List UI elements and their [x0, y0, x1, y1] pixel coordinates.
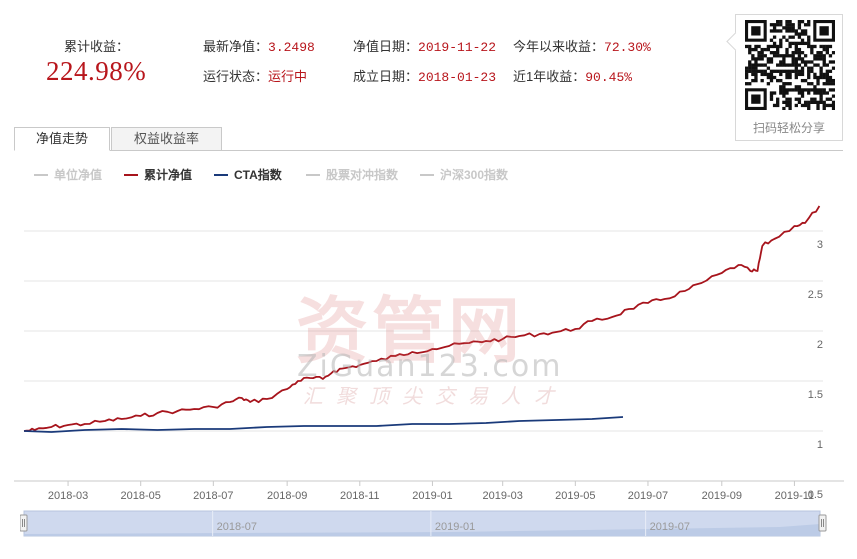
inception-date-label: 成立日期： — [353, 69, 419, 84]
navigator-right-handle[interactable] — [818, 514, 827, 532]
navigator-label: 2019-01 — [435, 521, 475, 533]
nav-line-chart: 0.5 1 1.5 2 2.5 3 2018-03 2018-05 2018-07 2018-09… — [14, 205, 844, 502]
x-tick-label: 2019-01 — [412, 490, 452, 502]
navigator-area — [24, 524, 820, 536]
one-year-return-value: 90.45% — [585, 70, 633, 85]
one-year-return: 近1年收益：90.45% — [513, 66, 632, 85]
nav-date: 净值日期：2019-11-22 — [353, 36, 496, 55]
latest-nav: 最新净值：3.2498 — [203, 36, 315, 55]
qr-share-panel[interactable]: 扫码轻松分享 — [735, 14, 843, 141]
ytd-return-label: 今年以来收益： — [513, 39, 605, 54]
legend-label-unit-nav: 单位净值 — [54, 168, 103, 182]
legend-item-unit-nav[interactable]: 单位净值 — [34, 166, 102, 183]
x-tick-label: 2018-07 — [193, 490, 233, 502]
legend-label-cumulative-nav: 累计净值 — [144, 168, 193, 182]
navigator-label: 2019-07 — [650, 521, 690, 533]
y-tick-label: 3 — [817, 239, 823, 251]
y-tick-label: 1 — [817, 439, 823, 451]
run-status: 运行状态：运行中 — [203, 66, 307, 85]
legend-item-csi300-index[interactable]: 沪深300指数 — [420, 166, 508, 183]
latest-nav-label: 最新净值： — [203, 39, 269, 54]
ytd-return: 今年以来收益：72.30% — [513, 36, 651, 55]
legend-label-stock-hedge-index: 股票对冲指数 — [326, 168, 399, 182]
x-tick-label: 2019-05 — [555, 490, 595, 502]
run-status-value: 运行中 — [268, 69, 308, 84]
x-tick-label: 2018-05 — [121, 490, 161, 502]
range-navigator[interactable]: 2018-07 2019-01 2019-07 — [20, 510, 832, 540]
y-tick-label: 2.5 — [808, 289, 823, 301]
x-tick-label: 2019-11 — [775, 490, 815, 502]
cumulative-return-label: 累计收益： — [64, 39, 130, 54]
y-tick-label: 2 — [817, 339, 823, 351]
one-year-return-label: 近1年收益： — [513, 69, 586, 84]
inception-date-value: 2018-01-23 — [418, 70, 497, 85]
x-tick-label: 2019-03 — [482, 490, 522, 502]
series-line-cta-index[interactable] — [23, 416, 624, 433]
inception-date: 成立日期：2018-01-23 — [353, 66, 496, 85]
legend-item-cumulative-nav[interactable]: 累计净值 — [124, 166, 192, 183]
nav-date-label: 净值日期： — [353, 39, 419, 54]
cumulative-return-value: 224.98% — [46, 56, 147, 86]
x-tick-label: 2018-09 — [267, 490, 307, 502]
x-tick-label: 2018-11 — [340, 490, 380, 502]
ytd-return-value: 72.30% — [604, 40, 651, 55]
x-tick-label: 2019-07 — [628, 490, 668, 502]
legend-label-cta-index: CTA指数 — [234, 168, 282, 182]
legend-item-stock-hedge-index[interactable]: 股票对冲指数 — [306, 166, 398, 183]
x-tick-label: 2019-09 — [702, 490, 742, 502]
run-status-label: 运行状态： — [203, 69, 269, 84]
y-tick-label: 1.5 — [808, 389, 823, 401]
nav-date-value: 2019-11-22 — [418, 40, 497, 55]
y-tick-label: 0.5 — [808, 489, 823, 501]
tab-nav-trend[interactable]: 净值走势 — [14, 127, 110, 151]
legend-label-csi300-index: 沪深300指数 — [440, 168, 509, 182]
qr-code-icon — [745, 20, 835, 110]
tab-equity-yield[interactable]: 权益收益率 — [111, 127, 222, 151]
navigator-label: 2018-07 — [217, 521, 257, 533]
chart-tabs: 净值走势 权益收益率 — [14, 127, 843, 151]
navigator-left-handle[interactable] — [20, 514, 28, 532]
x-tick-label: 2018-03 — [48, 490, 88, 502]
legend-item-cta-index[interactable]: CTA指数 — [214, 166, 282, 183]
series-line-cumulative-nav[interactable] — [23, 205, 821, 432]
latest-nav-value: 3.2498 — [268, 40, 315, 55]
qr-share-caption: 扫码轻松分享 — [752, 121, 825, 135]
